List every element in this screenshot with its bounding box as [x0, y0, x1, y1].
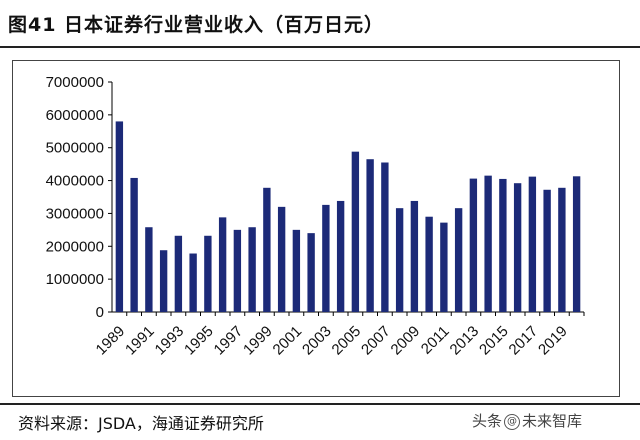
bar — [204, 235, 212, 312]
bar — [145, 227, 153, 312]
x-tick-label: 2005 — [329, 323, 365, 359]
x-tick-label: 1989 — [93, 323, 129, 359]
x-tick-label: 2003 — [299, 323, 335, 359]
bar — [218, 217, 227, 312]
y-tick-label: 3000000 — [46, 205, 104, 222]
y-tick-label: 5000000 — [46, 140, 104, 157]
x-tick-label: 2019 — [535, 323, 571, 359]
watermark-name: 未来智库 — [522, 412, 583, 430]
bar — [248, 227, 256, 312]
x-tick-label: 1999 — [240, 323, 276, 359]
bar — [440, 222, 448, 312]
x-tick-label: 2007 — [358, 323, 394, 359]
x-tick-label: 2011 — [418, 323, 453, 358]
bar — [263, 187, 271, 312]
bar — [174, 235, 183, 312]
bar — [425, 216, 433, 312]
x-tick-label: 2017 — [506, 323, 542, 359]
bar — [322, 204, 330, 312]
bar — [499, 178, 507, 312]
x-tick-label: 1993 — [152, 323, 188, 359]
bar — [277, 206, 286, 312]
x-tick-label: 1995 — [181, 323, 217, 359]
y-tick-label: 0 — [96, 304, 104, 321]
bar — [454, 208, 463, 312]
bar — [159, 250, 168, 312]
bar — [513, 183, 522, 312]
bar — [395, 208, 404, 312]
at-icon: @ — [504, 413, 521, 430]
watermark-brand: 头条 — [472, 412, 503, 430]
x-tick-label: 2015 — [476, 323, 512, 359]
bar — [469, 178, 478, 312]
y-tick-label: 7000000 — [46, 74, 104, 91]
bar — [572, 176, 581, 312]
bar — [292, 229, 301, 312]
bar — [558, 187, 566, 312]
source-note: 资料来源：JSDA，海通证券研究所 — [18, 414, 264, 433]
x-tick-label: 2001 — [270, 323, 306, 359]
y-tick-label: 4000000 — [46, 173, 104, 190]
bar — [351, 151, 360, 312]
chart-title: 图41 日本证券行业营业收入（百万日元） — [8, 14, 385, 36]
bar — [528, 176, 537, 312]
x-tick-label: 2013 — [447, 323, 483, 359]
bar — [189, 253, 197, 312]
bar — [336, 200, 345, 312]
bar — [130, 177, 138, 312]
y-tick-label: 6000000 — [46, 107, 104, 124]
bar — [366, 159, 374, 312]
bar — [543, 189, 551, 312]
y-tick-label: 2000000 — [46, 238, 104, 255]
header-rule — [0, 46, 640, 48]
x-tick-label: 1997 — [211, 323, 247, 359]
bar — [307, 233, 315, 312]
x-tick-label: 2009 — [388, 323, 424, 359]
footer-rule — [0, 403, 640, 405]
bar — [410, 200, 419, 312]
bar — [233, 229, 242, 312]
bar — [381, 162, 389, 312]
watermark: 头条 @ 未来智库 — [472, 410, 582, 431]
x-tick-label: 1991 — [122, 323, 158, 359]
bar — [484, 175, 492, 312]
bar — [115, 121, 124, 312]
y-tick-label: 1000000 — [46, 271, 104, 288]
